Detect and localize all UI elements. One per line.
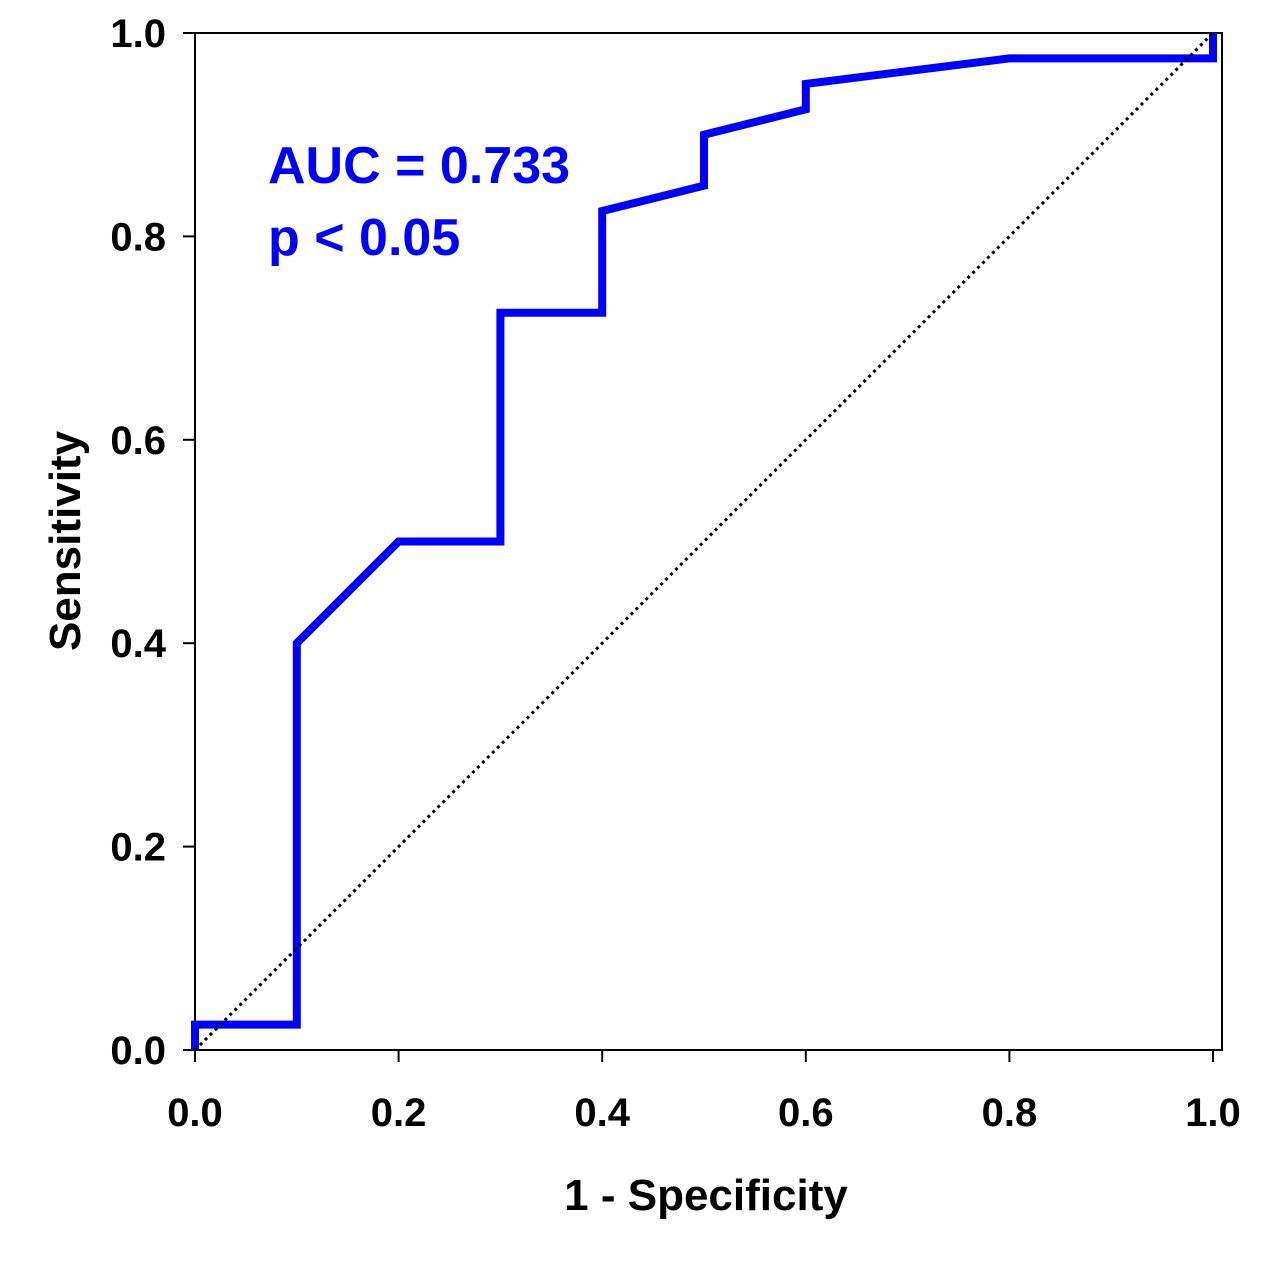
- x-tick-label: 0.0: [167, 1091, 223, 1135]
- p-value-annotation: p < 0.05: [268, 209, 460, 267]
- x-tick-label: 1.0: [1185, 1091, 1241, 1135]
- y-tick-label: 0.6: [110, 419, 166, 463]
- tick-marks: [183, 32, 1214, 1062]
- auc-annotation: AUC = 0.733: [268, 137, 570, 195]
- x-tick-labels: 0.0 0.2 0.4 0.6 0.8 1.0: [167, 1091, 1241, 1135]
- x-tick-label: 0.6: [778, 1091, 834, 1135]
- y-tick-label: 0.8: [110, 215, 166, 259]
- y-tick-label: 0.0: [110, 1029, 166, 1073]
- series-layer: [191, 31, 1217, 1052]
- x-tick-label: 0.8: [982, 1091, 1038, 1135]
- plot-frame: [194, 32, 1223, 1051]
- x-tick-label: 0.4: [574, 1091, 630, 1135]
- x-tick-label: 0.2: [371, 1091, 427, 1135]
- y-axis-title: Sensitivity: [41, 430, 90, 651]
- y-tick-label: 0.4: [110, 622, 166, 666]
- y-tick-label: 1.0: [110, 12, 166, 56]
- y-tick-label: 0.2: [110, 826, 166, 870]
- reference-line: [193, 31, 1215, 1052]
- roc-curve: [191, 33, 1217, 1050]
- x-axis-title: 1 - Specificity: [564, 1171, 848, 1220]
- y-tick-labels: 0.0 0.2 0.4 0.6 0.8 1.0: [110, 12, 166, 1073]
